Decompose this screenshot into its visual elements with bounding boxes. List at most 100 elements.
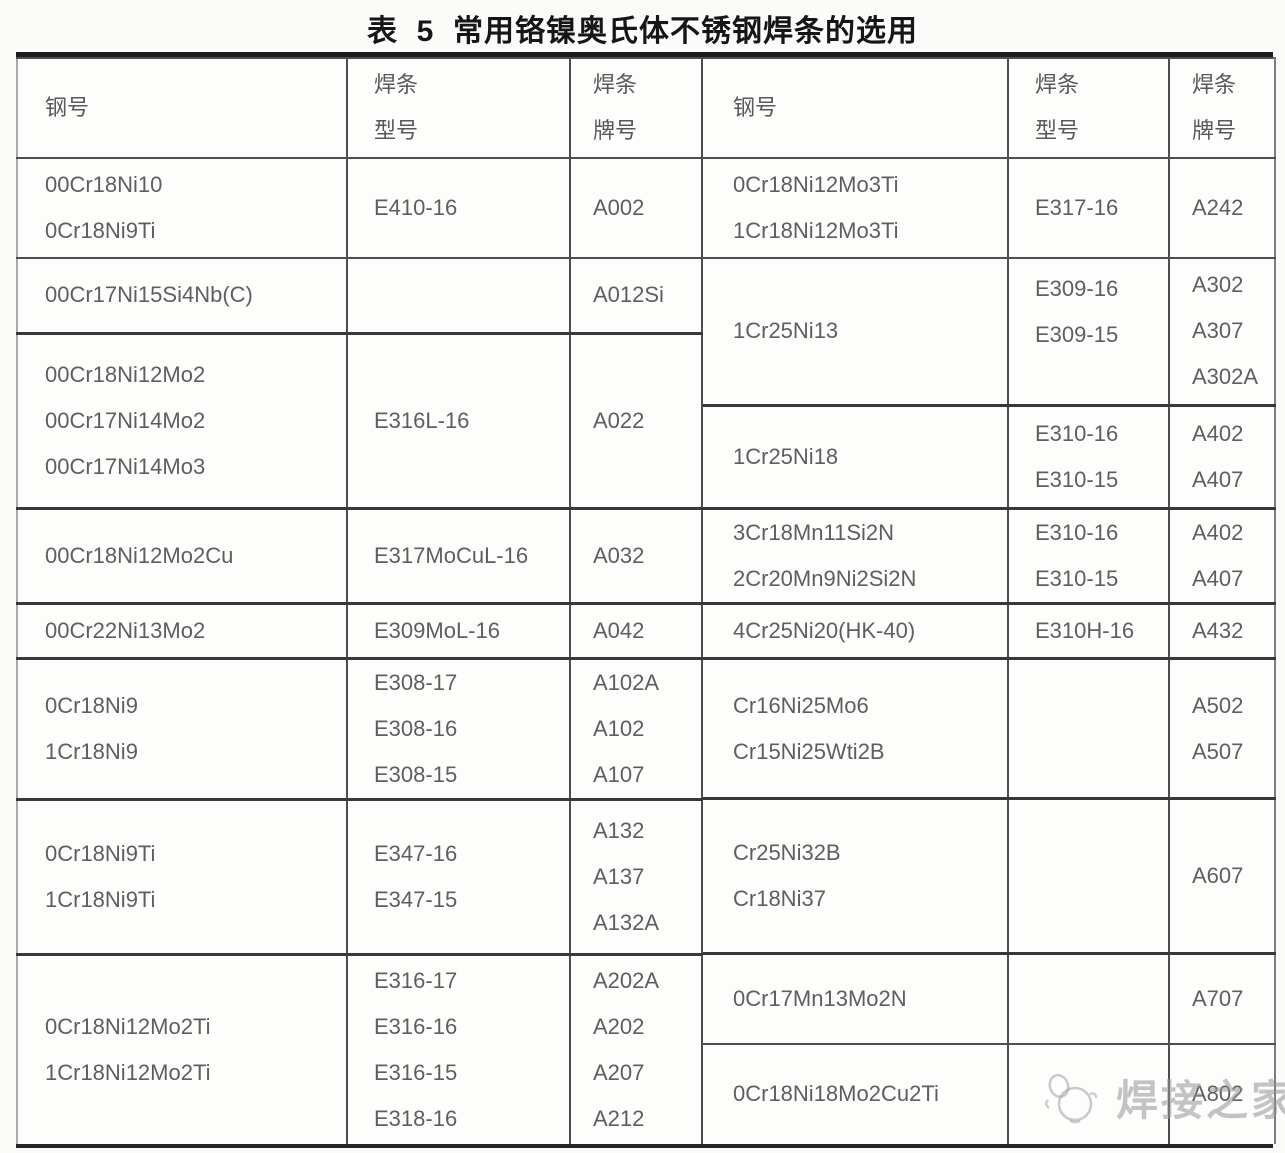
steel-grade-cell: 0Cr18Ni12Mo2Ti 1Cr18Ni12Mo2Ti <box>16 952 348 1144</box>
cell-line: A207 <box>593 1059 645 1085</box>
electrode-brand-cell: A022 <box>569 331 703 509</box>
table-row: 0Cr18Ni18Mo2Cu2Ti A802 <box>703 1042 1276 1144</box>
cell-line: A107 <box>593 761 645 787</box>
cell-line: A607 <box>1192 863 1244 889</box>
cell-line: A002 <box>593 195 645 220</box>
cell-line: A432 <box>1192 617 1244 643</box>
cell-line: 1Cr25Ni13 <box>733 318 839 344</box>
header-steel-grade: 钢号 <box>16 57 348 159</box>
cell-line: 焊条 <box>1192 72 1237 98</box>
electrode-type-cell: E317-16 <box>1007 157 1170 260</box>
table-row: 0Cr18Ni12Mo2Ti 1Cr18Ni12Mo2Ti E316-17 E316-… <box>16 952 703 1144</box>
table-right-half: 钢号 焊条 型号 焊条 牌号 0Cr18Ni12Mo3Ti 1Cr18Ni12Mo3Ti E3… <box>703 56 1276 1144</box>
cell-line: E316-16 <box>374 1013 458 1039</box>
cell-line: 0Cr18Ni18Mo2Cu2Ti <box>733 1081 939 1107</box>
cell-line: 焊条 <box>1035 72 1080 98</box>
cell-line: 型号 <box>1035 118 1080 144</box>
cell-line: A242 <box>1192 195 1244 221</box>
table-row: 0Cr18Ni9Ti 1Cr18Ni9Ti E347-16 E347-15 A132 A1… <box>16 797 703 955</box>
cell-line: E308-16 <box>374 715 458 741</box>
steel-grade-cell: 0Cr17Mn13Mo2N <box>703 952 1009 1045</box>
electrode-type-cell <box>346 257 571 334</box>
steel-grade-cell: 0Cr18Ni12Mo3Ti 1Cr18Ni12Mo3Ti <box>703 157 1009 260</box>
electrode-type-cell: E310H-16 <box>1007 601 1170 660</box>
cell-line: Cr15Ni25Wti2B <box>733 738 885 764</box>
cell-line: A022 <box>593 407 645 433</box>
cell-line: A212 <box>593 1105 645 1131</box>
steel-grade-cell: 4Cr25Ni20(HK-40) <box>703 601 1009 660</box>
cell-line: A402 <box>1192 420 1244 446</box>
cell-line: A137 <box>593 863 645 889</box>
cell-line: A707 <box>1192 986 1244 1012</box>
header-electrode-type: 焊条 型号 <box>346 57 571 159</box>
electrode-type-cell: E310-16 E310-15 <box>1007 403 1170 510</box>
table-row: 3Cr18Mn11Si2N 2Cr20Mn9Ni2Si2N E310-16 E310-… <box>703 506 1276 605</box>
electrode-brand-cell: A012Si <box>569 257 703 334</box>
cell-line: A802 <box>1192 1081 1244 1107</box>
electrode-brand-cell: A432 <box>1168 601 1276 660</box>
electrode-type-cell: E317MoCuL-16 <box>346 506 571 604</box>
cell-line: A302 <box>1192 272 1244 298</box>
table-row: 1Cr25Ni18 E310-16 E310-15 A402 A407 <box>703 403 1276 510</box>
header-steel-grade: 钢号 <box>703 56 1009 160</box>
table-row: 00Cr17Ni15Si4Nb(C) A012Si <box>16 257 703 334</box>
electrode-selection-table: 钢号 焊条 型号 焊条 牌号 00Cr18Ni10 0Cr18Ni9Ti E410-16 A00… <box>16 52 1276 1148</box>
cell-line: E309-15 <box>1035 322 1119 348</box>
electrode-type-cell: E309-16 E309-15 <box>1007 257 1170 407</box>
cell-line: E310-16 <box>1035 519 1119 545</box>
steel-grade-cell: 1Cr25Ni13 <box>703 257 1009 407</box>
steel-grade-cell: 0Cr18Ni18Mo2Cu2Ti <box>703 1042 1009 1144</box>
cell-line: E316-15 <box>374 1059 458 1085</box>
cell-line: A407 <box>1192 466 1244 492</box>
cell-line: A202 <box>593 1013 645 1039</box>
table-row: 00Cr18Ni10 0Cr18Ni9Ti E410-16 A002 <box>16 157 703 259</box>
cell-line: 3Cr18Mn11Si2N <box>733 519 895 545</box>
electrode-type-cell <box>1007 952 1170 1045</box>
cell-line: 1Cr18Ni9Ti <box>45 886 156 912</box>
electrode-brand-cell: A042 <box>569 601 703 659</box>
cell-line: E347-16 <box>374 840 458 866</box>
electrode-brand-cell: A002 <box>569 157 703 259</box>
steel-grade-cell: 0Cr18Ni9 1Cr18Ni9 <box>16 656 348 800</box>
electrode-brand-cell: A032 <box>569 506 703 604</box>
cell-line: A502 <box>1192 692 1244 718</box>
steel-grade-cell: 3Cr18Mn11Si2N 2Cr20Mn9Ni2Si2N <box>703 506 1009 605</box>
cell-line: 00Cr22Ni13Mo2 <box>45 617 206 643</box>
table-row: 00Cr18Ni12Mo2Cu E317MoCuL-16 A032 <box>16 506 703 604</box>
cell-line: 焊条 <box>593 72 638 97</box>
cell-line: 00Cr17Ni15Si4Nb(C) <box>45 282 253 308</box>
cell-line: A102A <box>593 669 660 695</box>
electrode-type-cell <box>1007 797 1170 955</box>
cell-line: E347-15 <box>374 886 458 912</box>
cell-line: A042 <box>593 617 645 643</box>
cell-line: 1Cr25Ni18 <box>733 443 839 469</box>
electrode-brand-cell: A502 A507 <box>1168 656 1276 800</box>
cell-line: 型号 <box>374 118 419 143</box>
cell-line: A102 <box>593 715 645 741</box>
cell-line: A402 <box>1192 519 1244 545</box>
table-row: 0Cr18Ni9 1Cr18Ni9 E308-17 E308-16 E308-15 A10… <box>16 656 703 800</box>
cell-line: 00Cr17Ni14Mo3 <box>45 453 206 479</box>
cell-line: E317MoCuL-16 <box>374 542 529 568</box>
cell-line: E310-15 <box>1035 565 1119 591</box>
cell-line: E309MoL-16 <box>374 617 500 643</box>
header-row: 钢号 焊条 型号 焊条 牌号 <box>16 57 703 159</box>
cell-line: 00Cr18Ni12Mo2Cu <box>45 542 234 568</box>
cell-line: 0Cr18Ni9 <box>45 692 138 718</box>
electrode-brand-cell: A802 <box>1168 1042 1276 1144</box>
table-row: 1Cr25Ni13 E309-16 E309-15 A302 A307 A302A <box>703 257 1276 407</box>
table-row: 0Cr18Ni12Mo3Ti 1Cr18Ni12Mo3Ti E317-16 A242 <box>703 157 1276 260</box>
cell-line: 00Cr18Ni12Mo2 <box>45 361 206 387</box>
steel-grade-cell: Cr25Ni32B Cr18Ni37 <box>703 797 1009 955</box>
header-electrode-brand: 焊条 牌号 <box>569 57 703 159</box>
steel-grade-cell: 00Cr22Ni13Mo2 <box>16 601 348 659</box>
table-row: 4Cr25Ni20(HK-40) E310H-16 A432 <box>703 601 1276 660</box>
cell-line: 钢号 <box>733 95 778 121</box>
steel-grade-cell: 00Cr18Ni12Mo2Cu <box>16 506 348 604</box>
electrode-brand-cell: A607 <box>1168 797 1276 955</box>
cell-line: 1Cr18Ni12Mo2Ti <box>45 1059 211 1085</box>
cell-line: A032 <box>593 542 645 568</box>
cell-line: 4Cr25Ni20(HK-40) <box>733 617 916 643</box>
cell-line: Cr25Ni32B <box>733 840 841 866</box>
steel-grade-cell: 00Cr18Ni12Mo2 00Cr17Ni14Mo2 00Cr17Ni14Mo3 <box>16 331 348 509</box>
